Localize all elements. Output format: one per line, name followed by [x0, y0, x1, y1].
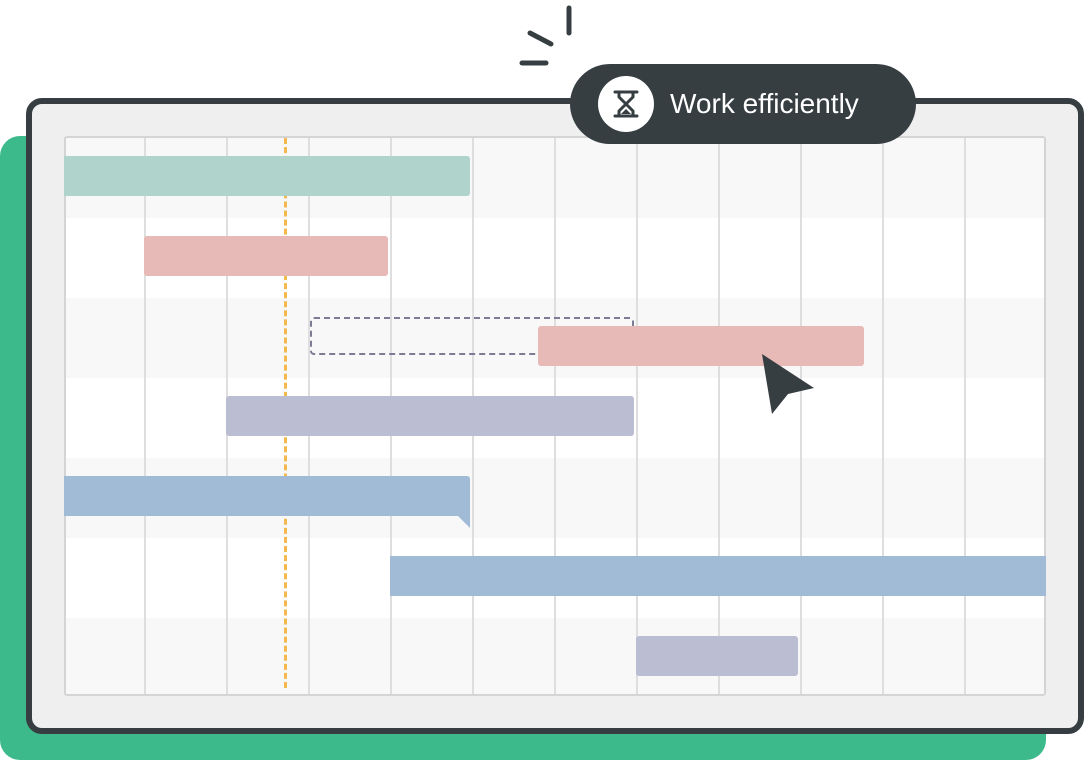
work-efficiently-badge: Work efficiently — [570, 64, 916, 144]
hourglass-icon-circle — [598, 76, 654, 132]
task-bar-7[interactable] — [636, 636, 798, 676]
task-bar-5[interactable] — [64, 476, 470, 516]
task-bar-6[interactable] — [390, 556, 1046, 596]
hourglass-icon — [613, 90, 639, 118]
sparkle-icon — [519, 5, 572, 66]
task-bar-1[interactable] — [64, 156, 470, 196]
task-bar-4[interactable] — [226, 396, 634, 436]
task-bar-3-dragging[interactable] — [538, 326, 864, 366]
dependency-link-icon[interactable] — [456, 514, 471, 529]
task-bar-2[interactable] — [144, 236, 388, 276]
mouse-pointer-icon — [762, 354, 814, 414]
grid-column-line — [718, 138, 720, 694]
grid-column-line — [800, 138, 802, 694]
grid-column-line — [144, 138, 146, 694]
grid-column-line — [636, 138, 638, 694]
grid-column-line — [882, 138, 884, 694]
badge-label: Work efficiently — [670, 88, 859, 119]
grid-column-line — [964, 138, 966, 694]
